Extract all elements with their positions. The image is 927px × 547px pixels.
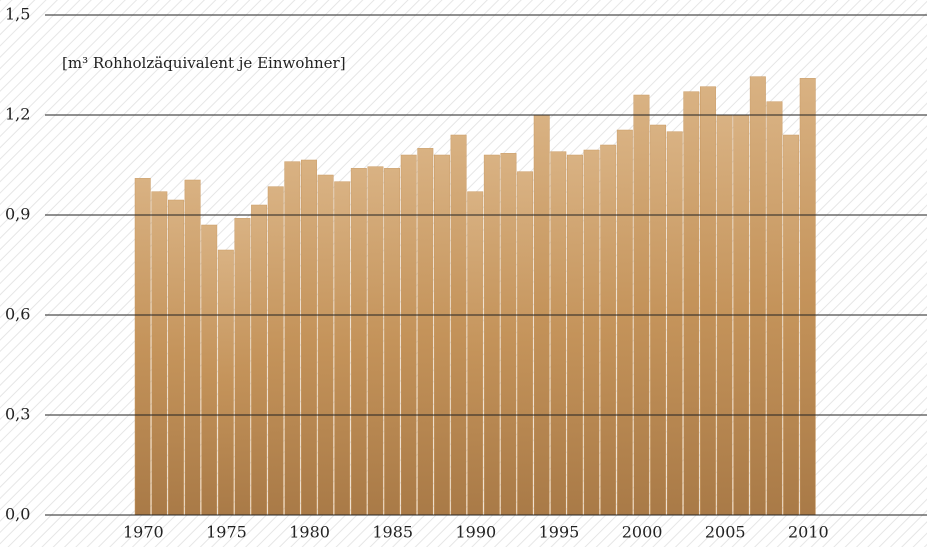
chart: [m³ Rohholzäquivalent je Einwohner] 1970… <box>0 0 927 547</box>
bar <box>135 178 150 515</box>
x-tick-label: 1970 <box>123 523 164 542</box>
bar <box>750 77 765 515</box>
x-tick-label: 2010 <box>788 523 829 542</box>
y-tick-label: 0,0 <box>5 505 30 524</box>
bar <box>551 152 566 515</box>
bar <box>484 155 499 515</box>
bar <box>384 168 399 515</box>
bar <box>351 168 366 515</box>
bar <box>667 132 682 515</box>
x-tick-label: 1995 <box>539 523 580 542</box>
x-tick-label: 1980 <box>289 523 330 542</box>
bar <box>634 95 649 515</box>
bar <box>783 135 798 515</box>
bar <box>318 175 333 515</box>
bar <box>800 78 815 515</box>
x-tick-label: 1990 <box>455 523 496 542</box>
bar <box>584 150 599 515</box>
y-tick-label: 0,3 <box>5 405 30 424</box>
bar <box>684 92 699 515</box>
bar <box>368 167 383 515</box>
bar <box>434 155 449 515</box>
bar <box>301 160 316 515</box>
x-tick-label: 2000 <box>622 523 663 542</box>
bar <box>418 148 433 515</box>
bar <box>700 87 715 515</box>
bar <box>567 155 582 515</box>
bar <box>202 225 217 515</box>
x-tick-label: 1975 <box>206 523 247 542</box>
bar <box>185 180 200 515</box>
y-tick-label: 0,9 <box>5 205 30 224</box>
bar <box>767 102 782 515</box>
bar <box>168 200 183 515</box>
bar <box>251 205 266 515</box>
bar <box>235 218 250 515</box>
bar <box>401 155 416 515</box>
bar <box>152 192 167 515</box>
bar <box>335 182 350 515</box>
bar <box>468 192 483 515</box>
bar <box>451 135 466 515</box>
x-tick-label: 1985 <box>372 523 413 542</box>
y-tick-label: 1,2 <box>5 105 30 124</box>
bar <box>501 153 516 515</box>
y-tick-label: 0,6 <box>5 305 30 324</box>
bar <box>650 125 665 515</box>
unit-label: [m³ Rohholzäquivalent je Einwohner] <box>62 54 346 72</box>
bar <box>517 172 532 515</box>
bar <box>601 145 616 515</box>
x-tick-label: 2005 <box>705 523 746 542</box>
bar <box>268 187 283 515</box>
bar <box>218 250 233 515</box>
bar <box>617 130 632 515</box>
y-tick-label: 1,5 <box>5 5 30 24</box>
